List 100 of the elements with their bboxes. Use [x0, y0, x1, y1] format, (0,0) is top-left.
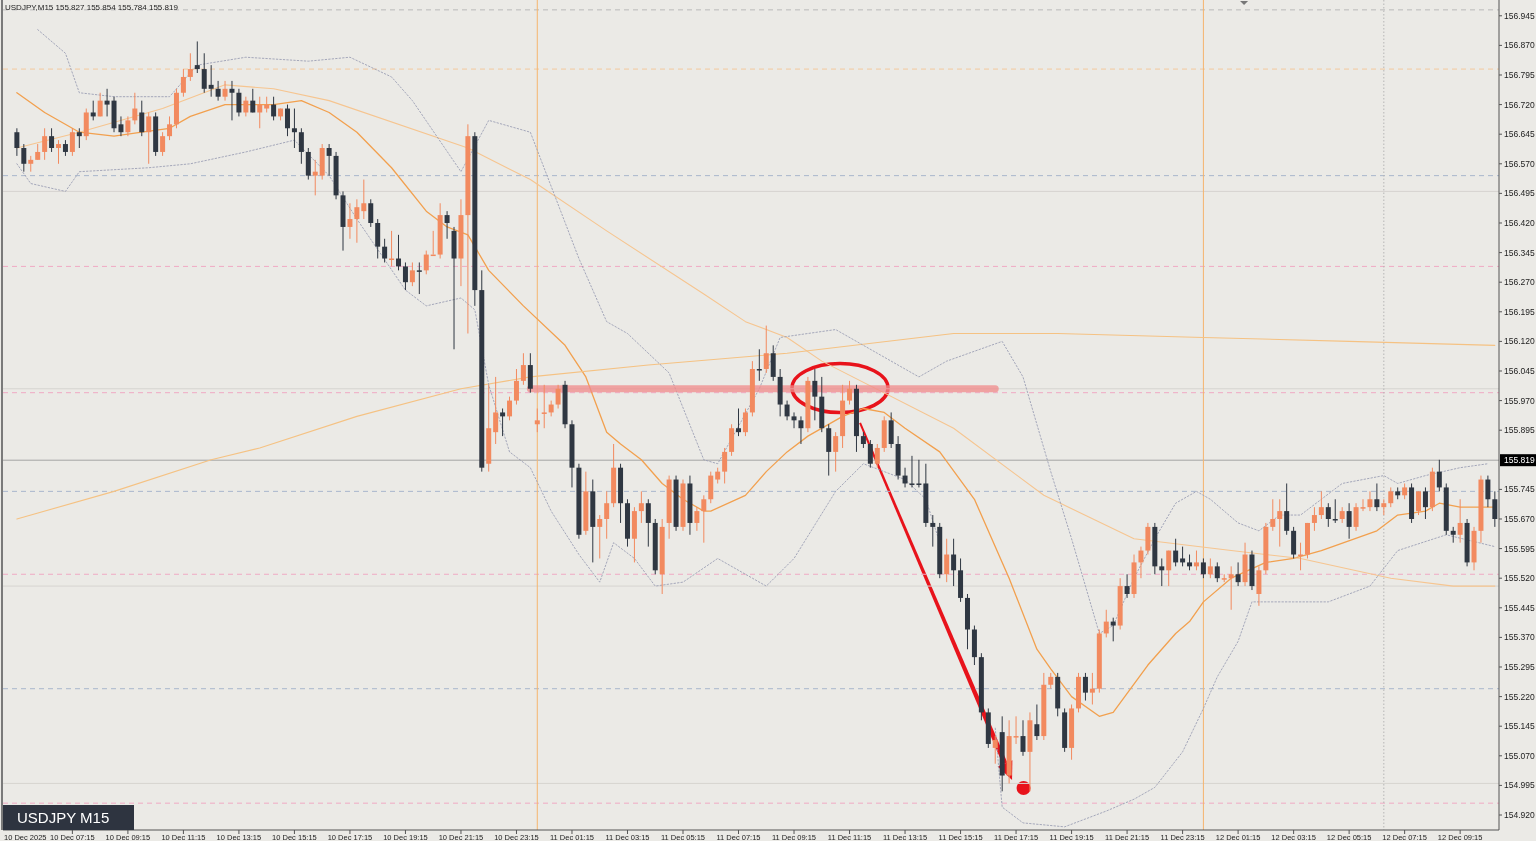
y-tick-label: 156.120 [1504, 336, 1535, 347]
candlestick [493, 376, 499, 445]
candlestick [14, 127, 20, 157]
candlestick [83, 108, 89, 141]
candlestick [42, 127, 48, 161]
candlestick [167, 115, 173, 141]
candlestick [1193, 550, 1199, 571]
candlestick [944, 538, 950, 583]
candlestick [1485, 475, 1491, 508]
candlestick [180, 68, 186, 98]
candlestick [305, 147, 311, 181]
candlestick [770, 344, 776, 382]
candlestick [160, 131, 166, 157]
y-tick-label: 155.370 [1504, 632, 1535, 643]
candlestick [701, 494, 707, 544]
y-tick-label: 156.495 [1504, 188, 1535, 199]
candlestick [396, 234, 402, 271]
candlestick [1270, 498, 1276, 532]
candlestick [902, 467, 908, 488]
candlestick [1089, 672, 1095, 705]
y-tick-label: 156.870 [1504, 40, 1535, 51]
candlestick [951, 538, 957, 587]
candlestick [1166, 550, 1172, 587]
candlestick [1325, 502, 1331, 528]
y-tick-label: 154.920 [1504, 809, 1535, 820]
candlestick [368, 198, 374, 228]
candlestick [187, 52, 193, 82]
annotation: USDJPY,M15 155.827 155.854 155.784 155.819 [5, 3, 179, 12]
candlestick [1256, 565, 1262, 607]
candlestick [916, 459, 922, 488]
candlestick [146, 111, 152, 165]
candlestick [694, 506, 700, 532]
candlestick [527, 352, 533, 394]
candlestick [1422, 486, 1428, 520]
y-tick-label: 155.070 [1504, 750, 1535, 761]
candlestick [1138, 546, 1144, 579]
candlestick [1277, 498, 1283, 548]
candlestick [722, 447, 728, 484]
candlestick [1082, 672, 1088, 702]
candlestick [1284, 482, 1290, 536]
candlestick [867, 439, 873, 469]
y-tick-label: 154.995 [1504, 780, 1535, 791]
candlestick [409, 261, 415, 287]
candlestick [90, 100, 96, 121]
y-tick-label: 156.720 [1504, 99, 1535, 110]
candlestick [1110, 617, 1116, 642]
candlestick [1159, 557, 1165, 587]
candlestick [1436, 459, 1442, 492]
candlestick [520, 352, 526, 386]
candlestick [1388, 486, 1394, 508]
candlestick [76, 127, 82, 149]
candlestick [194, 40, 200, 74]
candlestick [833, 431, 839, 473]
y-tick-label: 155.220 [1504, 691, 1535, 702]
candlestick [104, 88, 110, 117]
y-tick-label: 155.295 [1504, 661, 1535, 672]
candlestick [1416, 490, 1422, 516]
candlestick [69, 127, 75, 157]
y-tick-label: 156.270 [1504, 277, 1535, 288]
y-tick-label: 156.570 [1504, 158, 1535, 169]
candlestick [243, 96, 249, 117]
candlestick [888, 411, 894, 449]
candlestick [1374, 482, 1380, 512]
candlestick [402, 261, 408, 291]
candlestick [1013, 715, 1019, 745]
candlestick [1124, 573, 1130, 599]
candlestick [1207, 557, 1213, 579]
candlestick [909, 455, 915, 488]
candlestick [56, 139, 62, 165]
candlestick [1367, 490, 1373, 512]
candlestick [541, 384, 547, 429]
ref-line-label: 155.819 [1504, 455, 1535, 466]
candlestick [1346, 502, 1352, 540]
candlestick [513, 368, 519, 406]
candlestick [534, 407, 540, 433]
candlestick [1457, 498, 1463, 544]
candlestick [49, 127, 55, 153]
candlestick [354, 198, 360, 244]
y-tick-label: 155.670 [1504, 513, 1535, 524]
candlestick [229, 80, 235, 121]
y-tick-label: 155.145 [1504, 721, 1535, 732]
candlestick [284, 104, 290, 137]
line-series [16, 84, 1496, 587]
candlestick [132, 92, 138, 125]
candlestick [416, 261, 422, 295]
candlestick [1353, 502, 1359, 532]
candlestick [1291, 526, 1297, 559]
candlestick [826, 423, 832, 477]
candlestick [798, 415, 804, 445]
candlestick [736, 407, 742, 437]
candlestick [1214, 561, 1220, 583]
candlestick [423, 250, 429, 275]
candlestick [638, 490, 644, 524]
candlestick [382, 238, 388, 263]
candlestick [125, 115, 131, 137]
candlestick [812, 368, 818, 421]
candlestick [236, 88, 242, 117]
candlestick [791, 411, 797, 429]
candlestick [312, 159, 318, 196]
candlestick [930, 514, 936, 548]
